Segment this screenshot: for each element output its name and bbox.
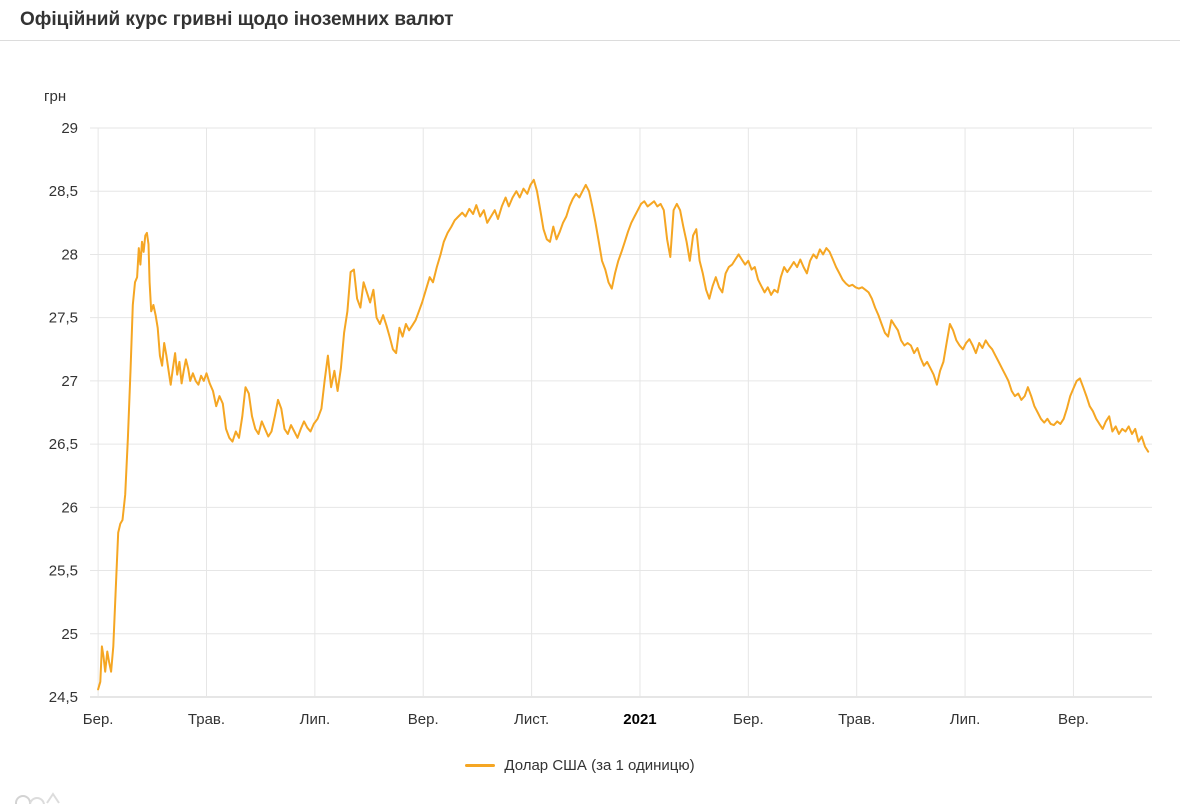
x-axis-tick-label: Бер. (733, 711, 764, 728)
series-line-usd[interactable] (97, 178, 1150, 691)
page-title: Офіційний курс гривні щодо іноземних вал… (20, 9, 454, 30)
chart-svg[interactable]: 24,5 25 25,5 26 26,5 27 27,5 28 28,5 29 Бер. Трав. Л… (0, 46, 1180, 746)
x-axis-tick-label: Лип. (300, 711, 331, 728)
y-axis-unit: грн (44, 88, 67, 105)
x-axis-tick-label: Вер. (1058, 711, 1089, 728)
page-header: Офіційний курс гривні щодо іноземних вал… (0, 0, 1180, 41)
watermark-logo (14, 786, 74, 804)
x-axis-tick-label: Бер. (83, 711, 114, 728)
y-axis-tick-label: 27 (61, 373, 78, 390)
x-axis-tick-label: Лист. (514, 711, 549, 728)
y-axis-tick-label: 28 (61, 246, 78, 263)
x-axis-tick-label: Трав. (188, 711, 225, 728)
x-axis-tick-label: Вер. (408, 711, 439, 728)
legend-label: Долар США (за 1 одиницю) (504, 757, 695, 774)
x-axis-tick-label: Лип. (950, 711, 981, 728)
exchange-rate-chart: 24,5 25 25,5 26 26,5 27 27,5 28 28,5 29 Бер. Трав. Л… (0, 46, 1180, 746)
y-axis-tick-label: 26 (61, 499, 78, 516)
x-axis-tick-label: Трав. (838, 711, 875, 728)
y-axis-tick-label: 29 (61, 120, 78, 137)
legend-series-line-icon (465, 764, 496, 767)
y-axis-tick-label: 26,5 (49, 436, 78, 453)
x-axis-tick-label: 2021 (623, 711, 656, 728)
y-axis-tick-label: 27,5 (49, 310, 78, 327)
legend[interactable]: Долар США (за 1 одиницю) (0, 757, 1160, 774)
y-axis-tick-label: 25,5 (49, 563, 78, 580)
y-axis-tick-label: 24,5 (49, 689, 78, 706)
y-axis-tick-label: 28,5 (49, 183, 78, 200)
y-axis-tick-label: 25 (61, 626, 78, 643)
